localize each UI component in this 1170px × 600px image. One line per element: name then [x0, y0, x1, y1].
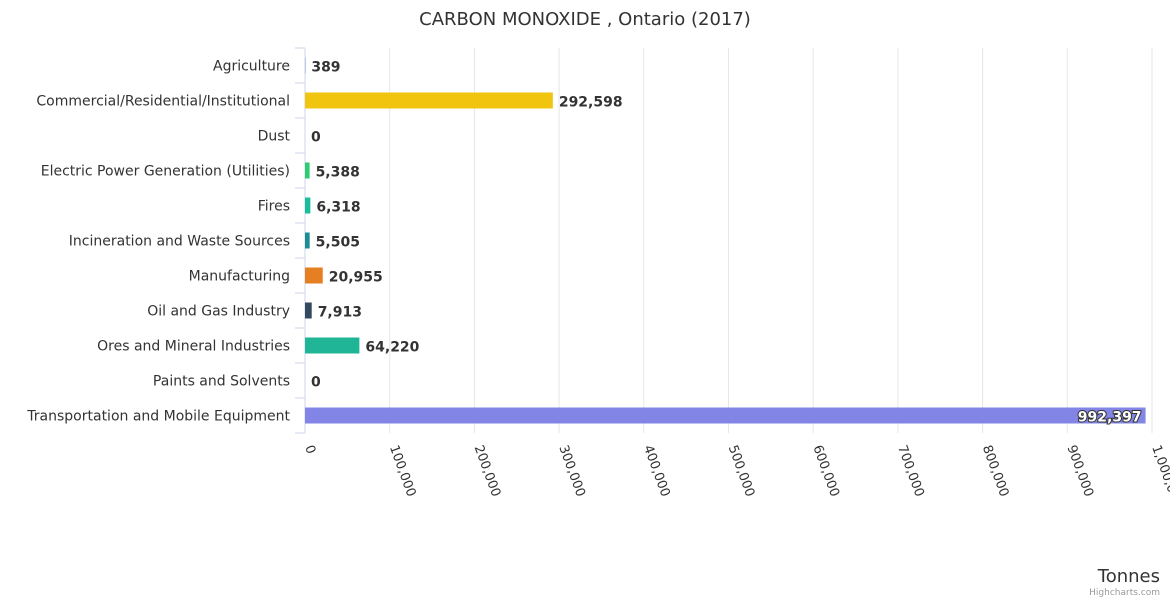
bar[interactable] [305, 337, 360, 354]
bar[interactable] [305, 162, 310, 179]
bar[interactable] [305, 92, 553, 109]
category-label: Fires [258, 199, 290, 215]
x-tick-label: 800,000 [979, 443, 1011, 499]
bar[interactable] [305, 267, 323, 284]
chart-title: CARBON MONOXIDE , Ontario (2017) [419, 9, 751, 30]
data-label: 292,598 [559, 95, 623, 111]
x-tick-label: 0 [301, 443, 318, 456]
data-label: 0 [311, 375, 321, 391]
bar[interactable] [305, 232, 310, 249]
data-label: 5,388 [316, 165, 360, 181]
x-tick-label: 700,000 [894, 443, 926, 499]
data-label: 992,397 [1078, 410, 1142, 426]
grid-lines [295, 47, 1153, 434]
credits-link[interactable]: Highcharts.com [1089, 588, 1160, 598]
data-label: 7,913 [318, 305, 362, 321]
category-label: Incineration and Waste Sources [69, 234, 290, 250]
x-tick-label: 1,000,000 [1148, 443, 1170, 510]
data-label: 20,955 [329, 270, 383, 286]
category-label: Ores and Mineral Industries [97, 339, 290, 355]
x-tick-label: 600,000 [809, 443, 841, 499]
data-label: 389 [311, 60, 340, 76]
x-tick-label: 400,000 [640, 443, 672, 499]
bars [305, 57, 1146, 424]
data-label: 64,220 [365, 340, 419, 356]
x-tick-label: 100,000 [386, 443, 418, 499]
x-tick-label: 500,000 [725, 443, 757, 499]
bar[interactable] [305, 302, 312, 319]
category-label: Transportation and Mobile Equipment [26, 409, 290, 425]
category-label: Commercial/Residential/Institutional [36, 94, 290, 110]
category-label: Manufacturing [189, 269, 290, 285]
category-label: Oil and Gas Industry [147, 304, 290, 320]
x-axis-ticks: 0 100,000 200,000 300,000 400,000 500,000 600,… [301, 443, 1170, 510]
x-tick-label: 200,000 [471, 443, 503, 499]
category-label: Paints and Solvents [153, 374, 290, 390]
data-label: 0 [311, 130, 321, 146]
x-axis-title: Tonnes [1097, 566, 1160, 587]
data-label: 6,318 [316, 200, 360, 216]
bar[interactable] [305, 407, 1146, 424]
data-label: 5,505 [316, 235, 360, 251]
labels: Agriculture 389 Commercial/Residential/Ins… [26, 59, 1142, 427]
category-label: Dust [258, 129, 291, 145]
category-label: Agriculture [213, 59, 290, 75]
x-tick-label: 300,000 [555, 443, 587, 499]
category-label: Electric Power Generation (Utilities) [41, 164, 290, 180]
bar[interactable] [305, 197, 311, 214]
x-tick-label: 900,000 [1064, 443, 1096, 499]
